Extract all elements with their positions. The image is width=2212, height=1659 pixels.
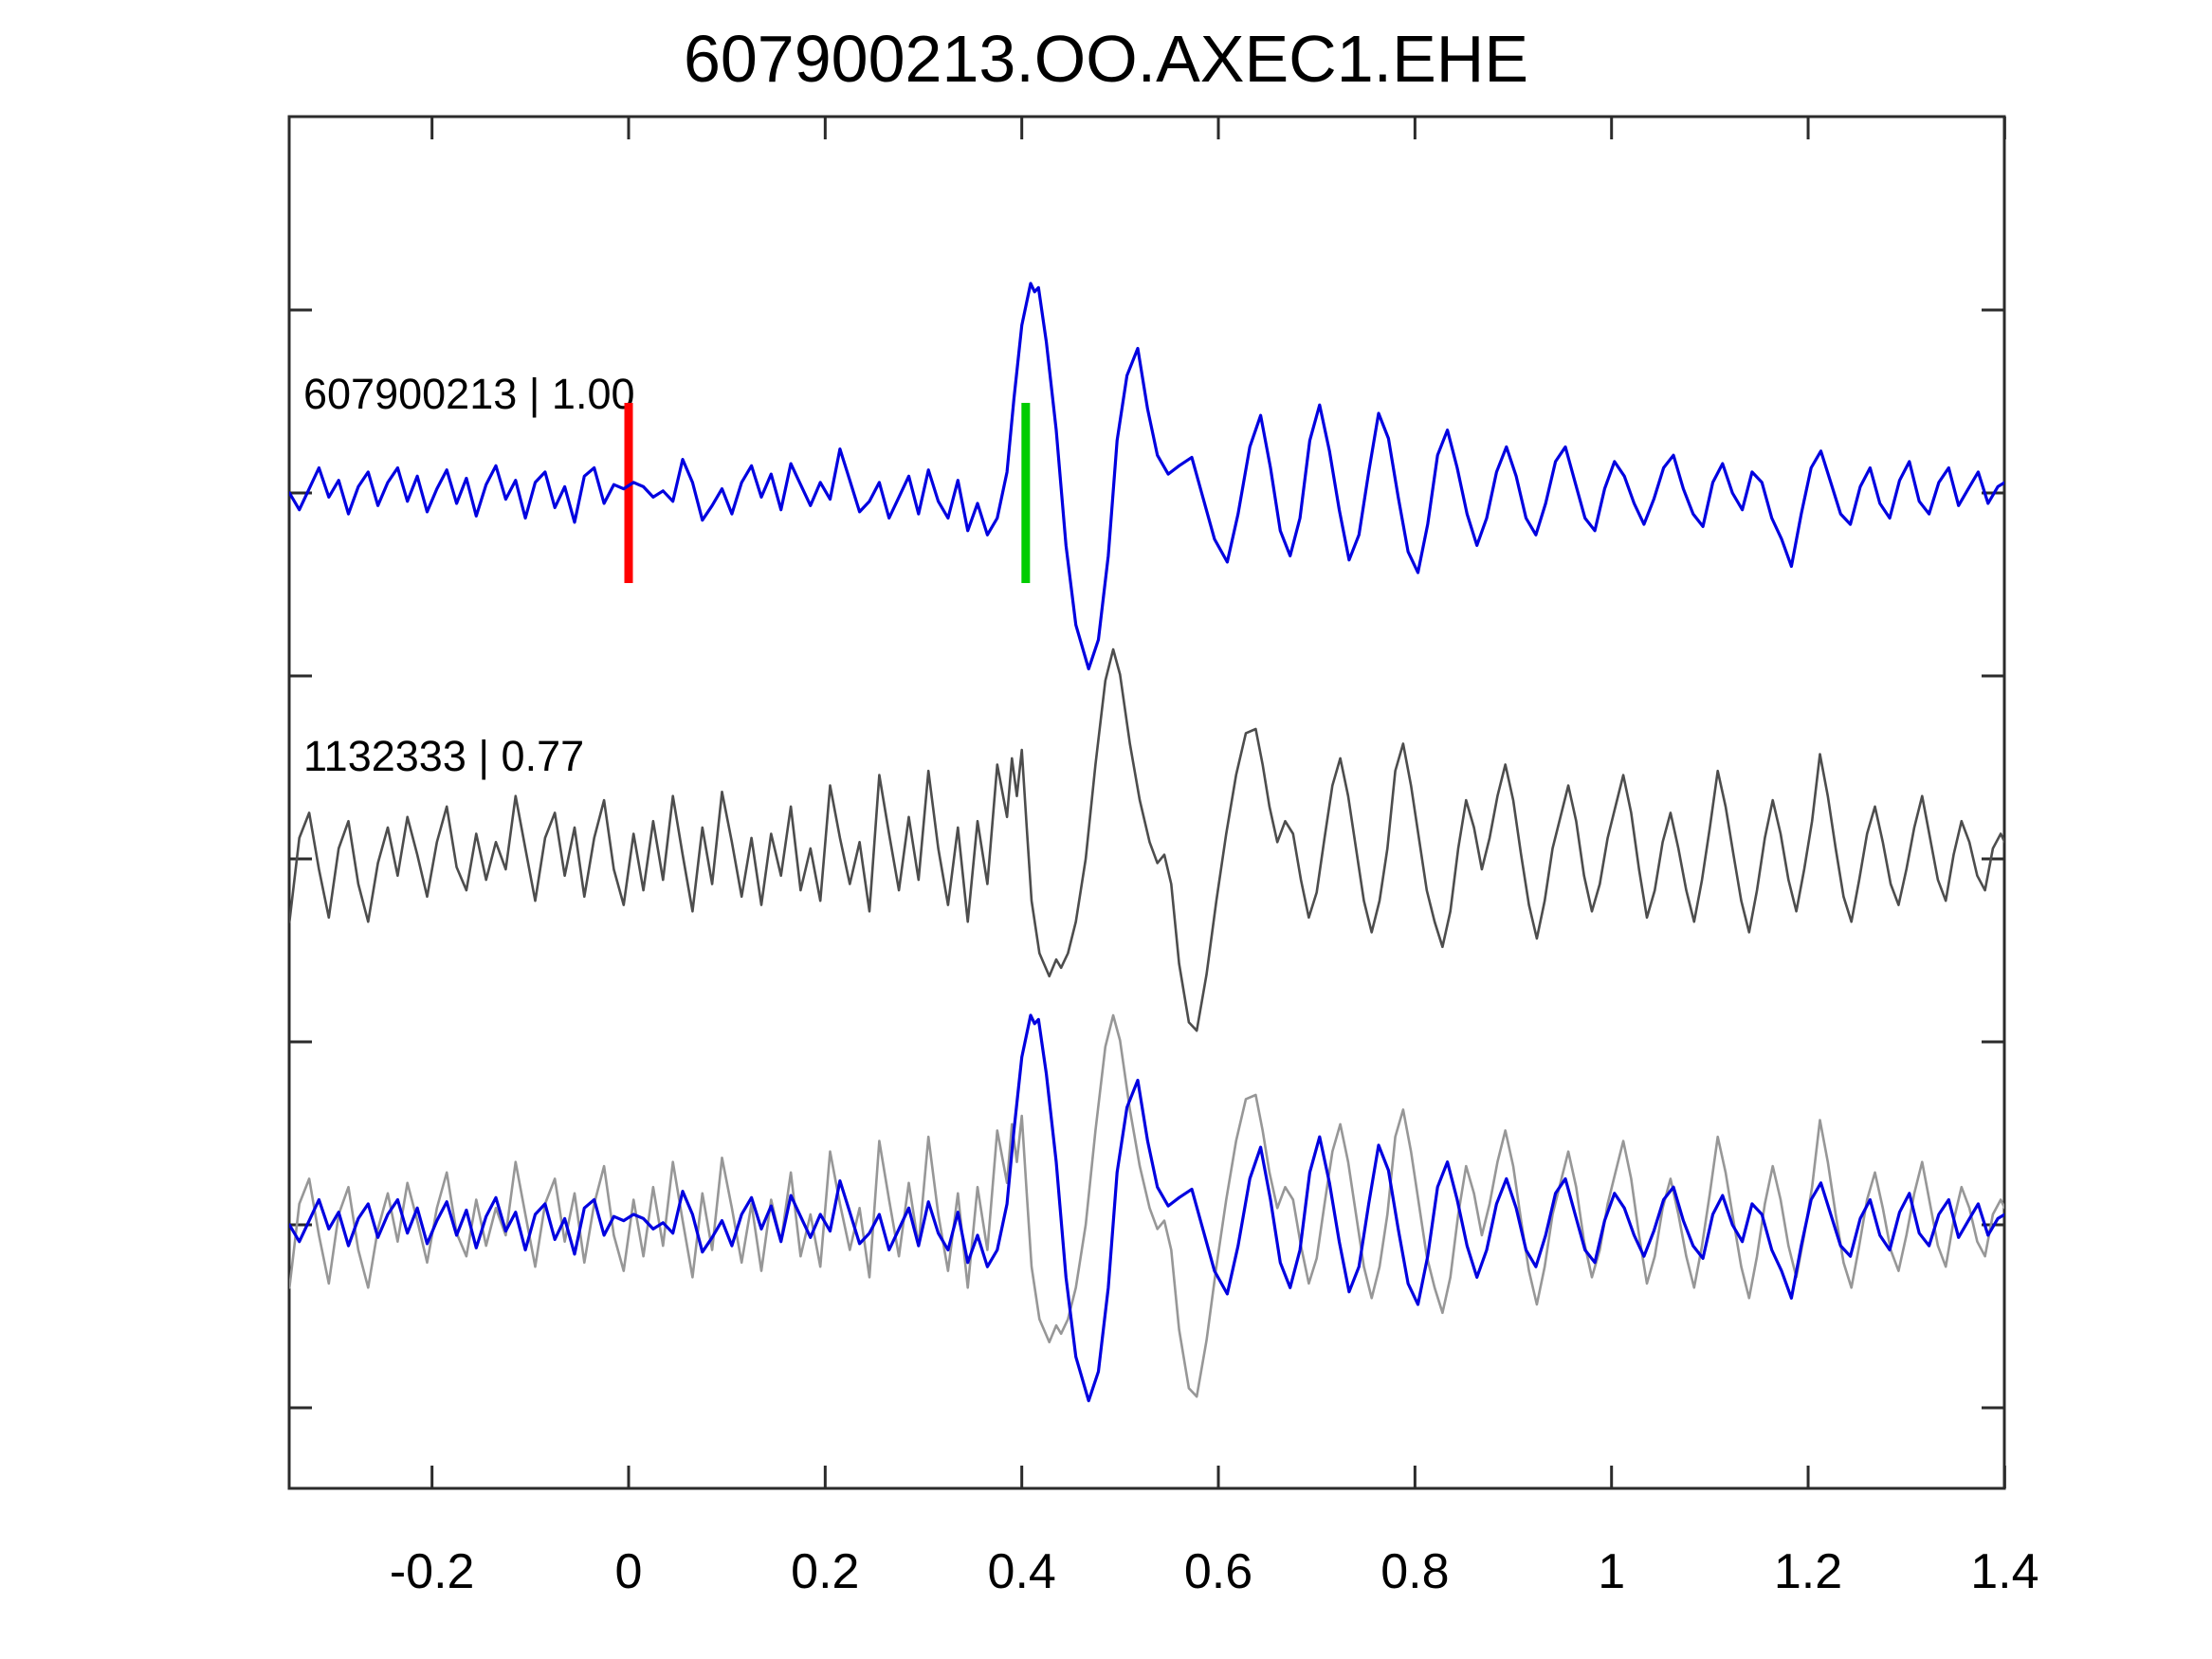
- pick-marker-red: [624, 402, 633, 584]
- template-trace-trace1-line: [289, 282, 2004, 671]
- pick-marker-green: [1021, 402, 1031, 584]
- x-tick-label-0.6: 0.6: [1183, 1544, 1253, 1599]
- x-tick-label-1.2: 1.2: [1773, 1544, 1843, 1599]
- x-tick-label-0.4: 0.4: [987, 1544, 1056, 1599]
- x-tick-label-0.2: 0.2: [791, 1544, 860, 1599]
- candidate-trace-trace2-line: [289, 647, 2004, 1032]
- chart-title: 607900213.OO.AXEC1.EHE: [683, 22, 1529, 96]
- plot-frame: [287, 115, 2006, 1490]
- x-tick-label-0.8: 0.8: [1380, 1544, 1450, 1599]
- trace-label-template: 607900213 | 1.00: [303, 370, 635, 418]
- x-tick-label-1.4: 1.4: [1970, 1544, 2039, 1599]
- overlay-traces-trace1-line: [289, 1013, 2004, 1403]
- x-tick-label-0: 0: [614, 1544, 643, 1599]
- trace-label-candidate: 1132333 | 0.77: [303, 732, 585, 780]
- x-tick-label--0.2: -0.2: [389, 1544, 475, 1599]
- x-tick-label-1: 1: [1598, 1544, 1626, 1599]
- overlay-traces-trace2-line: [289, 1013, 2004, 1398]
